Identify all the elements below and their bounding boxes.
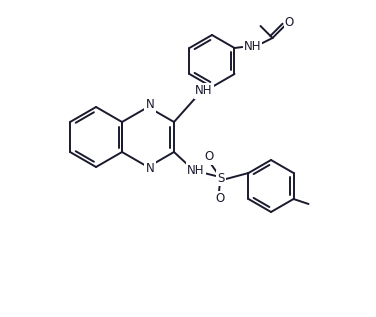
Text: NH: NH xyxy=(187,164,205,177)
Text: O: O xyxy=(204,151,214,164)
Text: O: O xyxy=(285,16,294,29)
Text: O: O xyxy=(215,192,224,205)
Text: N: N xyxy=(146,99,155,112)
Text: S: S xyxy=(217,171,225,184)
Text: NH: NH xyxy=(244,40,261,53)
Text: NH: NH xyxy=(195,85,213,98)
Text: N: N xyxy=(146,163,155,176)
